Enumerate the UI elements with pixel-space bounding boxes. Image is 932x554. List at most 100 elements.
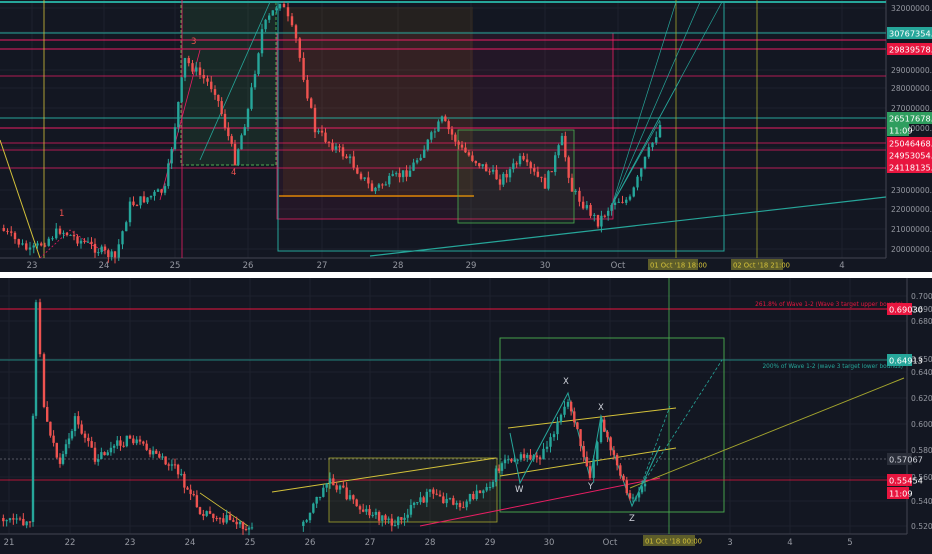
bottom-chart-svg[interactable]: 21 22 23 24 25 26 27 28 29 30 Oct 3 4 5 0.70000 0.69000… bbox=[0, 278, 932, 550]
top-series-candle bbox=[481, 164, 484, 167]
price-tag-bg bbox=[887, 149, 932, 161]
correction-box-orange bbox=[283, 7, 473, 197]
bottom-series-candle bbox=[8, 518, 12, 521]
y-tick-label: 0.65000 bbox=[911, 355, 932, 364]
bottom-series-candle bbox=[189, 489, 192, 495]
bottom-series-candle bbox=[606, 431, 609, 438]
top-series-candle bbox=[217, 94, 220, 102]
bottom-series-candle bbox=[412, 502, 416, 505]
top-series-candle bbox=[610, 205, 613, 211]
price-tag: 0.64913 bbox=[889, 356, 923, 366]
bottom-series-candle bbox=[435, 493, 438, 495]
bottom-series-candle bbox=[55, 442, 58, 458]
top-series-candle bbox=[593, 214, 596, 216]
top-series-candle bbox=[117, 244, 120, 258]
bottom-series-candle bbox=[576, 422, 579, 430]
top-series-candle bbox=[257, 53, 260, 75]
top-series-candle bbox=[163, 186, 167, 193]
bottom-series-candle bbox=[38, 302, 42, 355]
bottom-chart-pane[interactable]: 21 22 23 24 25 26 27 28 29 30 Oct 3 4 5 0.70000 0.69000… bbox=[0, 278, 932, 550]
bottom-series-candle bbox=[532, 455, 535, 460]
teal-wave-path bbox=[199, 1, 271, 161]
top-series-candle bbox=[460, 144, 464, 148]
bottom-series-candle bbox=[28, 521, 32, 523]
top-series-candle bbox=[160, 189, 163, 193]
top-series-candle bbox=[86, 241, 90, 243]
bottom-series-candle bbox=[228, 515, 232, 521]
bottom-series-candle bbox=[425, 491, 429, 503]
top-chart-pane[interactable]: 2324252627282930Oct432000000.00003100000… bbox=[0, 0, 932, 272]
top-series-candle bbox=[28, 247, 32, 250]
olive-box bbox=[328, 457, 498, 523]
red-support-line bbox=[419, 477, 661, 527]
bottom-series-candle bbox=[637, 492, 641, 498]
y-tick-label: 0.56000 bbox=[911, 473, 932, 482]
top-series-candle bbox=[243, 127, 246, 136]
x-tick-label: 30 bbox=[540, 261, 551, 271]
bottom-series-candle bbox=[549, 437, 552, 447]
top-chart-svg[interactable]: 2324252627282930Oct432000000.00003100000… bbox=[0, 0, 932, 272]
top-series-candle bbox=[331, 142, 334, 150]
bottom-series-candle bbox=[145, 443, 148, 450]
pane-divider[interactable] bbox=[0, 272, 932, 278]
y-tick-label: 26000000.0000 bbox=[891, 124, 932, 133]
y-tick-label: 0.69000 bbox=[911, 305, 932, 314]
bottom-series-candle bbox=[132, 438, 135, 444]
top-series-candle bbox=[495, 169, 498, 180]
bottom-series-candle bbox=[491, 481, 495, 487]
top-series-candle bbox=[233, 143, 237, 165]
bottom-series-candle bbox=[622, 475, 625, 481]
y-tick-label: 0.64000 bbox=[911, 368, 932, 377]
annotation-lower: 200% of Wave 1-2 (wave 3 target lower bo… bbox=[762, 364, 903, 370]
bottom-series-candle bbox=[34, 302, 38, 416]
bottom-series-candle bbox=[428, 489, 432, 492]
bottom-series-candle bbox=[96, 459, 100, 462]
x-tick-label: 24 bbox=[99, 261, 110, 271]
projection-fan-line bbox=[611, 1, 677, 206]
bottom-series-candle bbox=[465, 501, 468, 508]
price-tag: 11:09 bbox=[889, 489, 913, 499]
bottom-series-candle bbox=[328, 478, 332, 484]
bottom-series-candle bbox=[579, 429, 582, 446]
top-series-candle bbox=[103, 246, 107, 251]
bottom-series-candle bbox=[365, 508, 368, 512]
x-tick-label: 23 bbox=[27, 261, 38, 271]
x-tick-label: 23 bbox=[125, 538, 136, 548]
top-series-candle bbox=[437, 121, 440, 132]
wave-label-x1: X bbox=[563, 377, 569, 387]
bottom-series-candle bbox=[122, 445, 125, 447]
wave-label-4: 4 bbox=[231, 168, 236, 178]
top-series-candle bbox=[636, 176, 639, 188]
bottom-series-candle bbox=[556, 421, 559, 435]
top-series-candle bbox=[356, 167, 359, 174]
olive-channel-line bbox=[507, 407, 677, 429]
top-series-candle bbox=[643, 156, 647, 169]
top-series-candle bbox=[278, 4, 282, 9]
top-series-candle bbox=[180, 77, 183, 102]
top-series-candle bbox=[570, 177, 574, 192]
top-series-candle bbox=[564, 135, 567, 158]
top-series-candle bbox=[40, 243, 43, 246]
bottom-series-candle bbox=[67, 438, 71, 445]
top-series-candle bbox=[515, 163, 518, 165]
bottom-series-candle bbox=[488, 486, 492, 488]
bottom-series-candle bbox=[393, 525, 397, 527]
bottom-series-candle bbox=[396, 517, 400, 526]
bottom-series-candle bbox=[42, 354, 46, 407]
bottom-series-candle bbox=[403, 517, 406, 520]
y-tick-label: 27000000.0000 bbox=[891, 104, 932, 113]
top-series-candle bbox=[76, 236, 79, 244]
top-series-candle bbox=[401, 170, 405, 178]
bottom-series-candle bbox=[186, 487, 189, 490]
top-series-candle bbox=[153, 191, 156, 196]
top-series-candle bbox=[149, 195, 153, 198]
bottom-series-candle bbox=[116, 440, 119, 446]
y-tick-label: 0.52000 bbox=[911, 522, 932, 531]
bottom-series-candle bbox=[109, 447, 113, 453]
top-series-candle bbox=[173, 127, 177, 150]
bottom-series-candle bbox=[232, 520, 235, 522]
bottom-series-candle bbox=[103, 452, 106, 456]
top-series-candle bbox=[581, 201, 585, 209]
top-series-candle bbox=[313, 107, 317, 133]
